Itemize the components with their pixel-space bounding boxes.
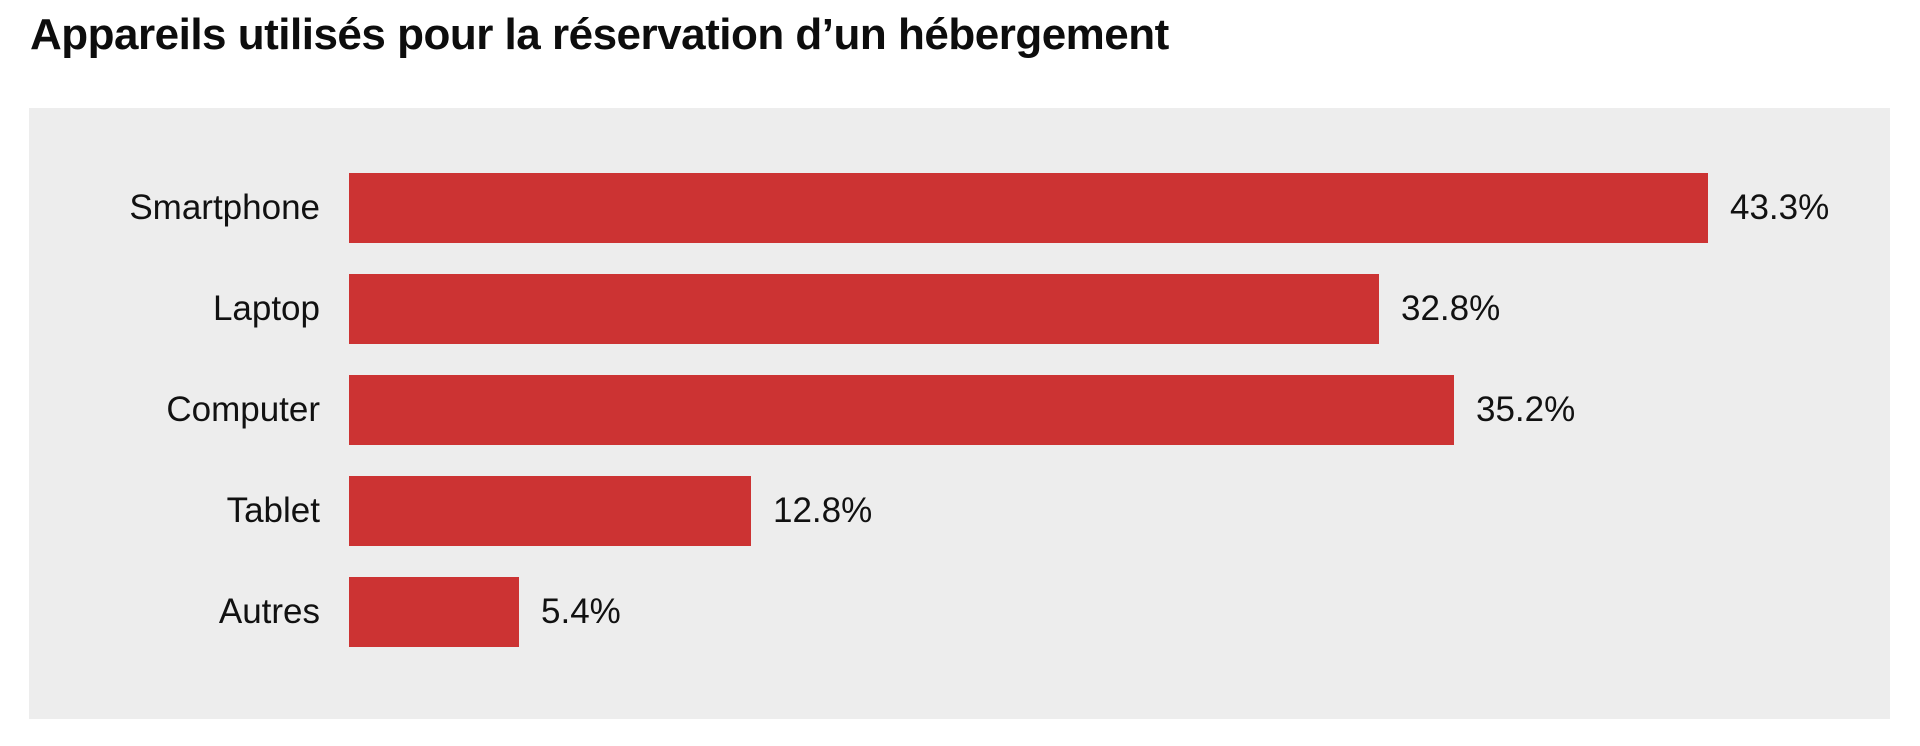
chart-row: Computer 35.2% <box>29 375 1890 445</box>
category-label: Computer <box>166 390 320 429</box>
bar <box>349 375 1454 445</box>
category-label: Laptop <box>212 289 320 328</box>
bar <box>349 577 519 647</box>
value-label: 35.2% <box>1476 390 1576 429</box>
value-label: 43.3% <box>1730 188 1830 227</box>
bar <box>349 173 1708 243</box>
value-label: 32.8% <box>1401 289 1501 328</box>
chart-row: Tablet 12.8% <box>29 476 1890 546</box>
chart-panel: Smartphone 43.3% Laptop 32.8% Computer 3… <box>29 108 1890 719</box>
chart-row: Smartphone 43.3% <box>29 173 1890 243</box>
chart-row: Laptop 32.8% <box>29 274 1890 344</box>
value-label: 5.4% <box>541 592 621 631</box>
value-label: 12.8% <box>773 491 873 530</box>
bar <box>349 476 751 546</box>
chart-rows: Smartphone 43.3% Laptop 32.8% Computer 3… <box>29 173 1890 647</box>
chart-title: Appareils utilisés pour la réservation d… <box>30 10 1169 59</box>
category-label: Autres <box>218 592 320 631</box>
bar <box>349 274 1379 344</box>
category-label: Smartphone <box>129 188 320 227</box>
chart-row: Autres 5.4% <box>29 577 1890 647</box>
category-label: Tablet <box>226 491 320 530</box>
